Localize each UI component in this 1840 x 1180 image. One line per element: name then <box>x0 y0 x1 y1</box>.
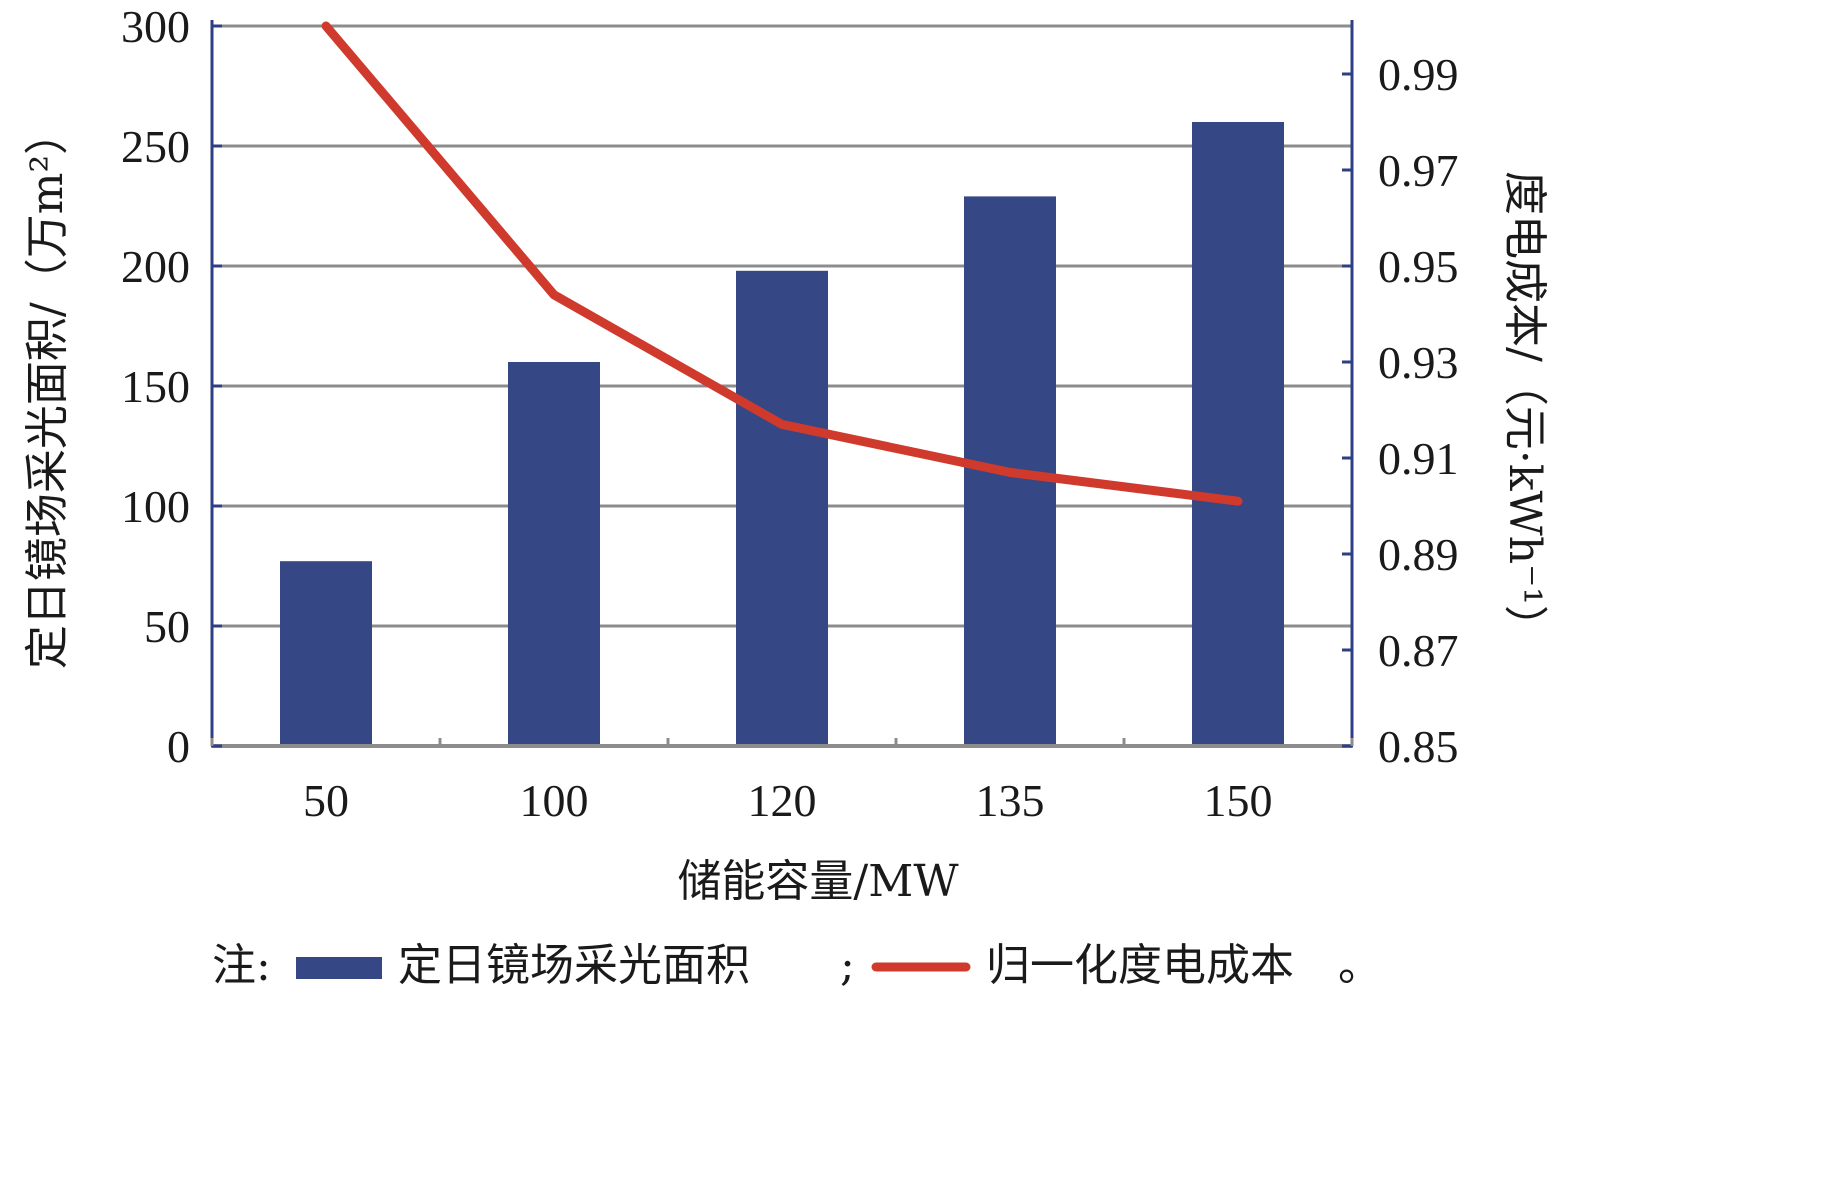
cost-line <box>321 21 1243 506</box>
legend: 注: 定日镜场采光面积 ; 归一化度电成本 。 <box>212 940 1382 991</box>
bar <box>508 362 600 746</box>
right-y-tick-label: 0.99 <box>1378 49 1459 100</box>
left-y-axis-title: 定日镜场采光面积/（万m²） <box>22 111 73 669</box>
right-y-tick-labels: 0.85 0.87 0.89 0.91 0.93 0.95 0.97 0.99 <box>1378 49 1459 772</box>
left-y-tick-label: 150 <box>121 361 190 412</box>
line-series <box>321 21 1243 506</box>
legend-separator: ; <box>840 940 855 991</box>
left-y-tick-label: 100 <box>121 481 190 532</box>
x-tick-label: 135 <box>976 775 1045 826</box>
x-tick-label: 100 <box>520 775 589 826</box>
left-y-tick-label: 50 <box>144 601 190 652</box>
x-tick-labels: 50 100 120 135 150 <box>303 775 1273 826</box>
left-y-tick-label: 200 <box>121 241 190 292</box>
left-y-tick-label: 250 <box>121 121 190 172</box>
left-y-tick-label: 0 <box>167 721 190 772</box>
right-y-tick-label: 0.93 <box>1378 337 1459 388</box>
legend-line-label: 归一化度电成本 <box>986 940 1294 991</box>
x-tick-label: 120 <box>748 775 817 826</box>
bar-series <box>280 122 1284 746</box>
left-y-tick-labels: 0 50 100 150 200 250 300 <box>121 1 190 772</box>
bar <box>1192 122 1284 746</box>
right-y-tick-label: 0.89 <box>1378 529 1459 580</box>
legend-bar-label: 定日镜场采光面积 <box>398 940 750 991</box>
legend-bar-swatch <box>296 957 382 979</box>
x-axis-title: 储能容量/MW <box>677 856 959 907</box>
right-y-tick-label: 0.85 <box>1378 721 1459 772</box>
x-tick-label: 50 <box>303 775 349 826</box>
right-y-tick-label: 0.97 <box>1378 145 1459 196</box>
bar <box>736 270 828 746</box>
x-tick-label: 150 <box>1204 775 1273 826</box>
right-y-axis-title: 度电成本/（元·kWh⁻¹） <box>1499 171 1550 649</box>
bar <box>280 561 372 746</box>
right-y-tick-label: 0.95 <box>1378 241 1459 292</box>
legend-prefix: 注: <box>212 940 271 991</box>
right-y-tick-label: 0.87 <box>1378 625 1459 676</box>
axes <box>210 20 1354 748</box>
right-y-tick-label: 0.91 <box>1378 433 1459 484</box>
legend-end: 。 <box>1338 940 1382 991</box>
left-y-tick-label: 300 <box>121 1 190 52</box>
